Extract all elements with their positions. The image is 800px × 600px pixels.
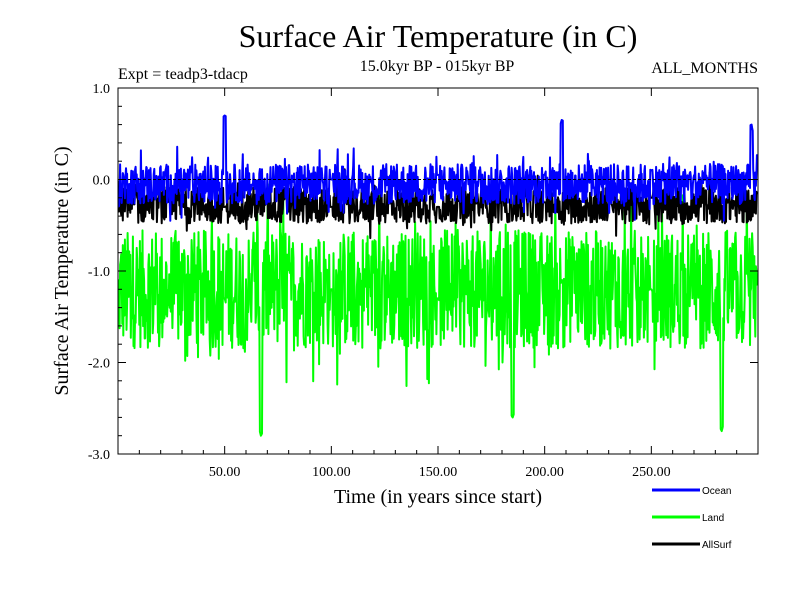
y-tick-label: 1.0	[93, 82, 111, 97]
y-tick-label: 0.0	[93, 174, 111, 189]
x-axis-label: Time (in years since start)	[334, 486, 542, 508]
series-layer	[118, 114, 758, 437]
x-tick-label: 100.00	[312, 465, 351, 480]
months-label: ALL_MONTHS	[651, 60, 758, 77]
chart-title: Surface Air Temperature (in C)	[239, 18, 638, 54]
x-tick-label: 50.00	[209, 465, 241, 480]
y-axis: 1.0 0.0 -1.0 -2.0 -3.0	[88, 82, 758, 463]
y-tick-label: -1.0	[88, 265, 110, 280]
period-label: 15.0kyr BP - 015kyr BP	[360, 58, 515, 75]
x-tick-label: 200.00	[525, 465, 564, 480]
x-tick-label: 250.00	[632, 465, 671, 480]
legend: Ocean Land AllSurf	[652, 486, 732, 551]
y-tick-label: -3.0	[88, 448, 110, 463]
experiment-label: Expt = teadp3-tdacp	[118, 66, 248, 83]
series-line-land	[118, 183, 758, 437]
x-axis: 50.00 100.00 150.00 200.00 250.00	[138, 88, 738, 480]
legend-label-allsurf: AllSurf	[702, 540, 732, 551]
series-line-allsurf	[118, 168, 758, 240]
y-tick-label: -2.0	[88, 357, 110, 372]
legend-label-land: Land	[702, 513, 724, 524]
series-line-ocean	[118, 114, 758, 222]
x-tick-label: 150.00	[419, 465, 458, 480]
y-axis-label: Surface Air Temperature (in C)	[51, 146, 73, 395]
plot-area	[117, 87, 759, 455]
legend-label-ocean: Ocean	[702, 486, 731, 497]
